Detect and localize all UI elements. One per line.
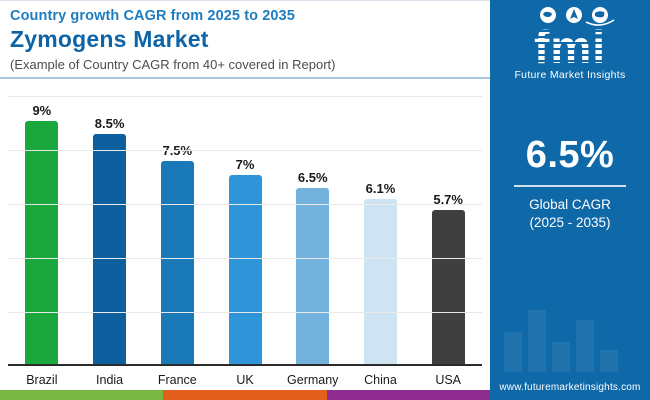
website-url[interactable]: www.futuremarketinsights.com [499,382,641,393]
kicker: Country growth CAGR from 2025 to 2035 [10,8,295,24]
footer-strip [0,390,490,400]
brand-caption: Future Market Insights [514,69,626,82]
gridline [8,258,482,259]
plot-columns: 9% 8.5% 7.5% 7% 6.5% 6.1% 5.7% [8,96,482,364]
bar-column: 6.1% [347,96,415,364]
category-label: India [96,373,124,387]
bar-column: 7% [211,96,279,364]
category-label: China [364,373,397,387]
header-divider [0,77,490,79]
gridline [8,150,482,151]
footer-strip-segment [0,390,164,400]
stat-label-line2: (2025 - 2035) [529,215,611,231]
brand-sidebar: fmi Future Market Insights 6.5% Global C… [490,0,650,400]
page-title: Zymogens Market [10,26,209,52]
fmi-logo: fmi Future Market Insights [490,6,650,81]
chart-panel: Country growth CAGR from 2025 to 2035 Zy… [0,0,490,400]
bar-column: 7.5% [143,96,211,364]
bar-brazil [25,121,59,364]
bar-germany [296,188,330,364]
bar-column: 8.5% [76,96,144,364]
bar-value-label: 9% [32,103,52,118]
fmi-wordmark: fmi [534,21,606,73]
category-label: Brazil [26,373,58,387]
global-cagr-stat: 6.5% Global CAGR (2025 - 2035) [490,134,650,232]
footer-strip-segment [163,390,327,400]
bar-uk [228,175,262,364]
bar-column: 6.5% [279,96,347,364]
plot-area: 9% 8.5% 7.5% 7% 6.5% 6.1% 5.7% [8,96,482,366]
bar-value-label: 7% [235,157,255,172]
bar-value-label: 5.7% [433,192,463,207]
fmi-logo-icons [540,7,615,26]
bar-column: 9% [8,96,76,364]
category-label: UK [236,373,254,387]
bar-value-label: 8.5% [94,116,125,131]
bar-value-label: 6.5% [297,170,328,185]
gridline [8,96,482,97]
category-labels: Brazil India France UK Germany China USA [8,373,482,387]
bar-india [93,134,127,364]
bar-column: 5.7% [414,96,482,364]
footer-strip-segment [326,390,490,400]
header: Country growth CAGR from 2025 to 2035 Zy… [10,8,480,72]
stat-divider [514,185,626,187]
bar-china [363,199,397,364]
gridline [8,312,482,313]
category-label: USA [435,373,462,387]
skyline-watermark [504,302,636,372]
bar-usa [431,210,465,364]
category-label: France [157,373,197,387]
bar-value-label: 6.1% [365,181,396,196]
gridline [8,204,482,205]
bar-france [160,161,194,364]
category-label: Germany [287,373,339,387]
stat-value: 6.5% [525,134,615,176]
subtitle: (Example of Country CAGR from 40+ covere… [10,57,336,72]
stat-label-line1: Global CAGR [529,197,611,212]
